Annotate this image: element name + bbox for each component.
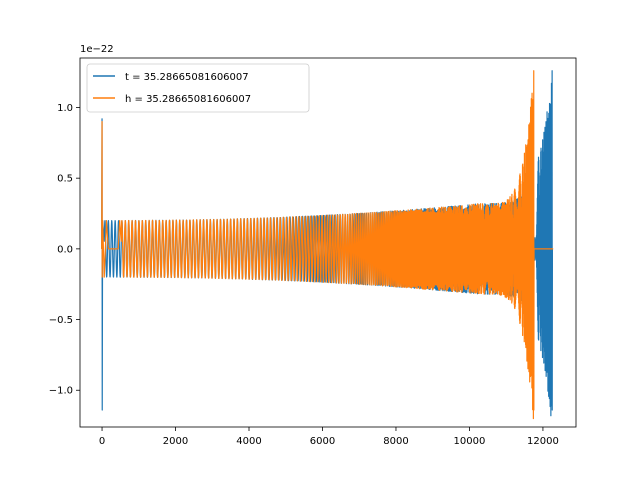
y-tick-label: 1.0 [57,103,73,114]
legend: t = 35.28665081606007 h = 35.286650816060… [86,63,310,113]
x-tick-label: 10000 [454,436,486,447]
legend-box [86,63,310,113]
y-tick-label: −0.5 [49,315,73,326]
plot-area [101,70,554,420]
y-offset-label: 1e−22 [80,44,114,55]
x-tick-label: 2000 [163,436,188,447]
axes: 0 2000 4000 6000 8000 10000 12000 −1.0 −0.5 0.0 0.… [49,57,577,447]
legend-label: t = 35.28665081606007 [125,72,249,83]
y-tick-label: 0.5 [57,174,73,185]
legend-label: h = 35.28665081606007 [125,94,251,105]
x-tick-label: 8000 [383,436,408,447]
axes-frame [79,57,577,428]
series-line-2 [101,70,554,420]
x-tick-label: 0 [99,436,105,447]
x-tick-label: 4000 [236,436,261,447]
x-tick-label: 6000 [310,436,335,447]
y-tick-label: 0.0 [57,244,73,255]
y-tick-label: −1.0 [49,386,73,397]
x-tick-label: 12000 [527,436,559,447]
